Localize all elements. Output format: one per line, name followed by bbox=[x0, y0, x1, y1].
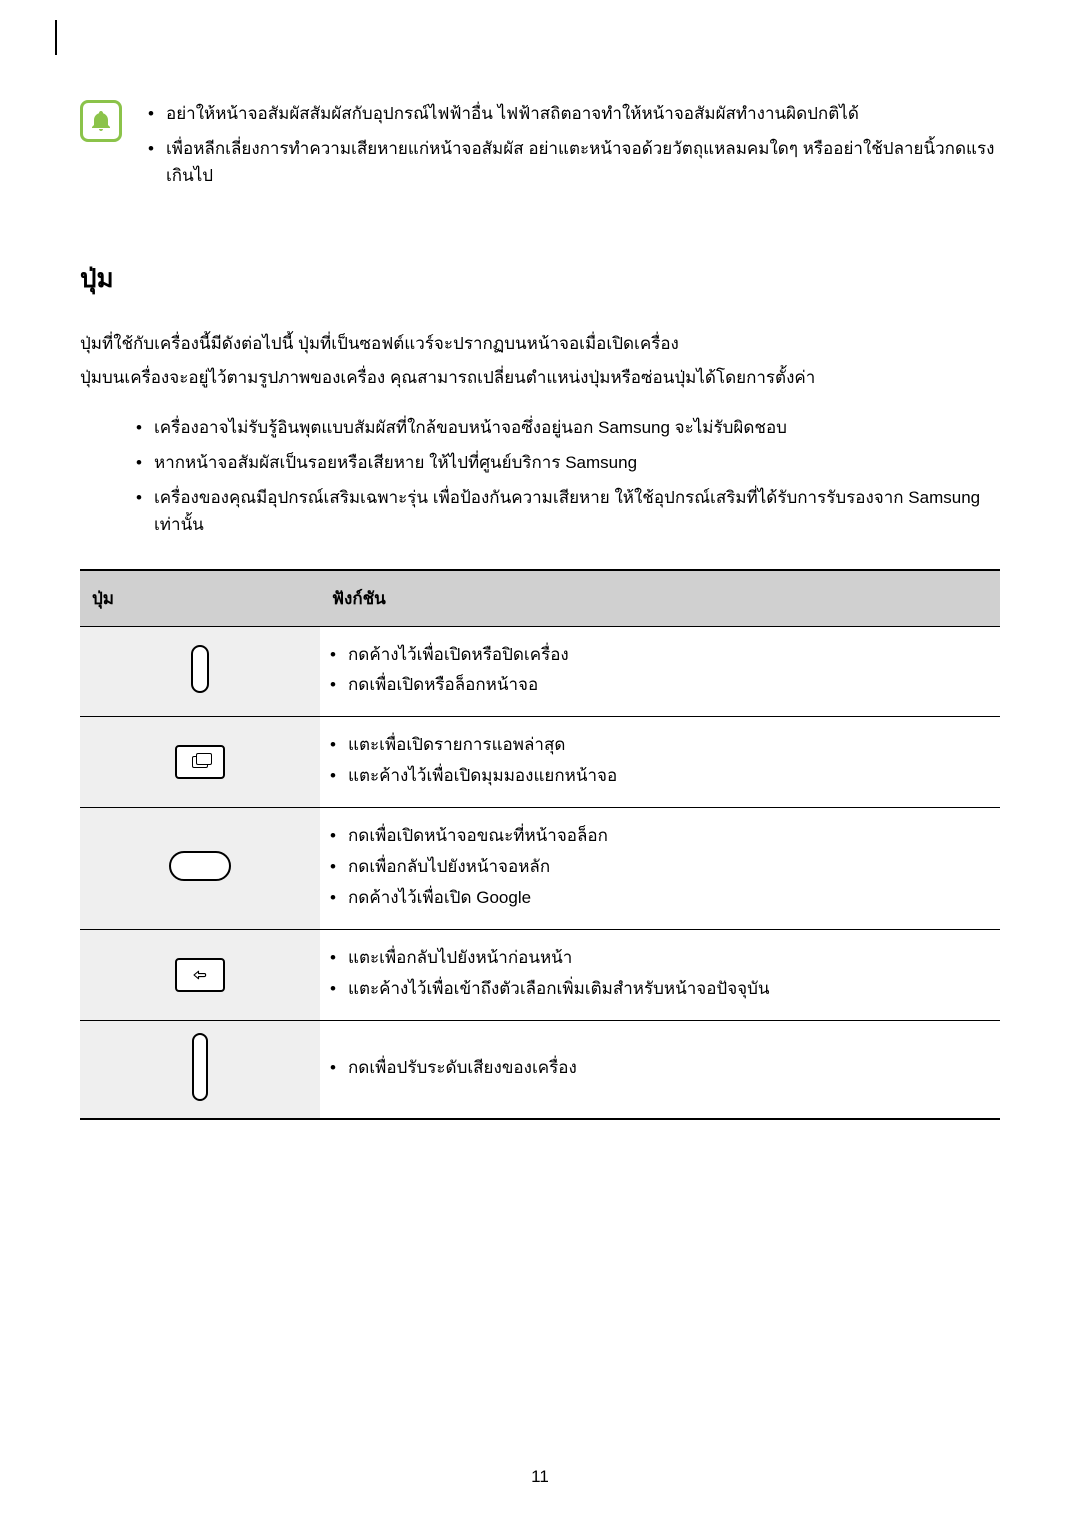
intro-bullet-item: เครื่องอาจไม่รับรู้อินพุตแบบสัมผัสที่ใกล… bbox=[130, 414, 1000, 441]
button-cell-power bbox=[80, 626, 320, 717]
intro-paragraphs: ปุ่มที่ใช้กับเครื่องนี้มีดังต่อไปนี้ ปุ่… bbox=[80, 329, 1000, 394]
func-item: กดค้างไว้เพื่อเปิด Google bbox=[320, 884, 988, 913]
button-cell-volume bbox=[80, 1020, 320, 1119]
table-row: แตะเพื่อกลับไปยังหน้าก่อนหน้า แตะค้างไว้… bbox=[80, 929, 1000, 1020]
func-item: กดเพื่อเปิดหน้าจอขณะที่หน้าจอล็อก bbox=[320, 822, 988, 851]
volume-button-icon bbox=[192, 1033, 208, 1101]
button-cell-recent bbox=[80, 717, 320, 808]
intro-bullet-item: เครื่องของคุณมีอุปกรณ์เสริมเฉพาะรุ่น เพื… bbox=[130, 484, 1000, 538]
button-cell-home bbox=[80, 808, 320, 930]
section-heading: ปุ่ม bbox=[80, 258, 1000, 299]
func-item: แตะค้างไว้เพื่อเข้าถึงตัวเลือกเพิ่มเติมส… bbox=[320, 975, 988, 1004]
power-button-icon bbox=[191, 645, 209, 693]
func-item: แตะเพื่อกลับไปยังหน้าก่อนหน้า bbox=[320, 944, 988, 973]
note-item: เพื่อหลีกเลี่ยงการทำความเสียหายแก่หน้าจอ… bbox=[142, 135, 1000, 189]
func-item: กดเพื่อเปิดหรือล็อกหน้าจอ bbox=[320, 671, 988, 700]
bell-icon bbox=[80, 100, 122, 142]
intro-bullet-item: หากหน้าจอสัมผัสเป็นรอยหรือเสียหาย ให้ไปท… bbox=[130, 449, 1000, 476]
intro-line: ปุ่มที่ใช้กับเครื่องนี้มีดังต่อไปนี้ ปุ่… bbox=[80, 329, 1000, 360]
func-item: กดเพื่อกลับไปยังหน้าจอหลัก bbox=[320, 853, 988, 882]
intro-line: ปุ่มบนเครื่องจะอยู่ไว้ตามรูปภาพของเครื่อ… bbox=[80, 363, 1000, 394]
func-item: กดเพื่อปรับระดับเสียงของเครื่อง bbox=[320, 1054, 988, 1083]
table-header-button: ปุ่ม bbox=[80, 570, 320, 627]
page-number: 11 bbox=[0, 1467, 1080, 1487]
recent-button-icon bbox=[175, 745, 225, 779]
table-row: กดเพื่อเปิดหน้าจอขณะที่หน้าจอล็อก กดเพื่… bbox=[80, 808, 1000, 930]
func-item: แตะค้างไว้เพื่อเปิดมุมมองแยกหน้าจอ bbox=[320, 762, 988, 791]
func-item: แตะเพื่อเปิดรายการแอพล่าสุด bbox=[320, 731, 988, 760]
button-cell-back bbox=[80, 929, 320, 1020]
buttons-table: ปุ่ม ฟังก์ชัน กดค้างไว้เพื่อเปิดหรือปิดเ… bbox=[80, 569, 1000, 1120]
func-cell: แตะเพื่อเปิดรายการแอพล่าสุด แตะค้างไว้เพ… bbox=[320, 717, 1000, 808]
note-block: อย่าให้หน้าจอสัมผัสสัมผัสกับอุปกรณ์ไฟฟ้า… bbox=[80, 100, 1000, 198]
note-item: อย่าให้หน้าจอสัมผัสสัมผัสกับอุปกรณ์ไฟฟ้า… bbox=[142, 100, 1000, 127]
table-header-function: ฟังก์ชัน bbox=[320, 570, 1000, 627]
func-item: กดค้างไว้เพื่อเปิดหรือปิดเครื่อง bbox=[320, 641, 988, 670]
back-button-icon bbox=[175, 958, 225, 992]
table-row: แตะเพื่อเปิดรายการแอพล่าสุด แตะค้างไว้เพ… bbox=[80, 717, 1000, 808]
func-cell: กดค้างไว้เพื่อเปิดหรือปิดเครื่อง กดเพื่อ… bbox=[320, 626, 1000, 717]
home-button-icon bbox=[169, 851, 231, 881]
intro-bullets: เครื่องอาจไม่รับรู้อินพุตแบบสัมผัสที่ใกล… bbox=[130, 414, 1000, 539]
func-cell: กดเพื่อเปิดหน้าจอขณะที่หน้าจอล็อก กดเพื่… bbox=[320, 808, 1000, 930]
note-bullet-list: อย่าให้หน้าจอสัมผัสสัมผัสกับอุปกรณ์ไฟฟ้า… bbox=[142, 100, 1000, 190]
func-cell: แตะเพื่อกลับไปยังหน้าก่อนหน้า แตะค้างไว้… bbox=[320, 929, 1000, 1020]
table-row: กดค้างไว้เพื่อเปิดหรือปิดเครื่อง กดเพื่อ… bbox=[80, 626, 1000, 717]
header-divider bbox=[55, 20, 57, 55]
func-cell: กดเพื่อปรับระดับเสียงของเครื่อง bbox=[320, 1020, 1000, 1119]
table-row: กดเพื่อปรับระดับเสียงของเครื่อง bbox=[80, 1020, 1000, 1119]
